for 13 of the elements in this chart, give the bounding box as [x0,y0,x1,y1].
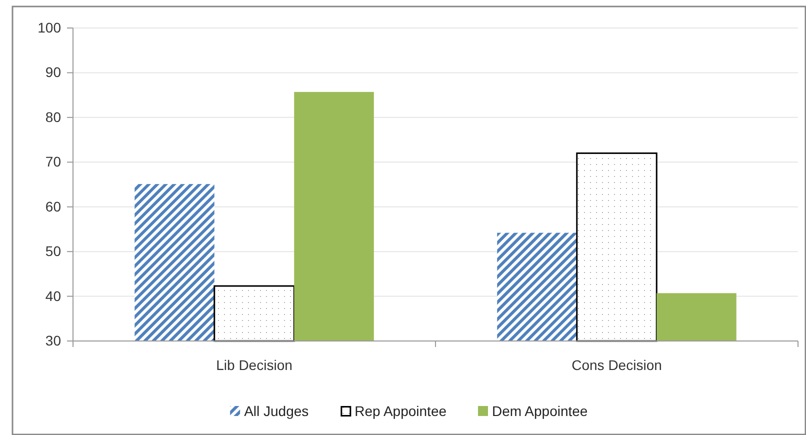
legend-label: All Judges [244,403,309,419]
y-tick-label: 70 [45,154,62,170]
y-tick-label: 80 [45,108,62,125]
x-tick-label: Lib Decision [216,356,292,373]
y-tick-label: 30 [45,332,62,348]
x-tick-label: Cons Decision [572,356,662,373]
y-tick-label: 40 [45,288,62,304]
legend-label: Dem Appointee [492,403,588,419]
legend-label: Rep Appointee [354,403,447,419]
y-tick-label: 50 [45,243,62,260]
y-tick-label: 100 [38,19,62,36]
y-tick-label: 60 [45,198,62,214]
y-tick-label: 90 [45,64,62,80]
